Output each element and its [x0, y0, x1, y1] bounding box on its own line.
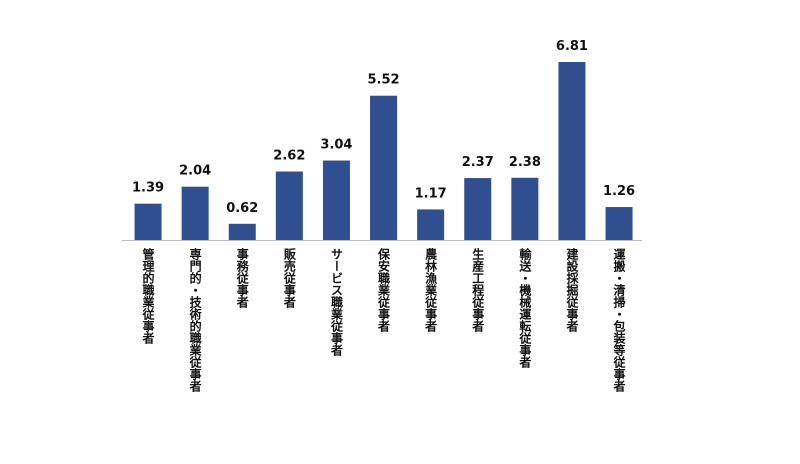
bar: [228, 223, 256, 240]
bar: [464, 178, 492, 240]
x-tick-label: 輸送・機械運転従事者: [518, 247, 532, 369]
x-tick-label: 管理的職業従事者: [141, 247, 155, 345]
value-label: 6.81: [556, 39, 588, 54]
bar: [134, 203, 162, 240]
x-tick-label: 建設採掘従事者: [565, 247, 579, 333]
x-tick-label: 専門的・技術的職業従事者: [188, 247, 202, 393]
bar: [370, 95, 398, 240]
bar: [605, 207, 633, 240]
x-tick-label: 農林漁業従事者: [424, 247, 438, 333]
x-tick-label: 運搬・清掃・包装等従事者: [612, 248, 626, 393]
bar: [181, 186, 209, 240]
bar: [511, 177, 539, 240]
value-label: 5.52: [368, 73, 400, 88]
x-tick-label: 生産工程従事者: [471, 247, 485, 333]
value-label: 2.62: [273, 149, 305, 164]
bar: [275, 171, 303, 240]
x-tick-label: サービス職業従事者: [329, 248, 343, 357]
value-label: 0.62: [226, 201, 258, 216]
value-label: 2.37: [462, 155, 494, 170]
value-label: 1.26: [603, 184, 635, 199]
value-label: 1.17: [415, 186, 447, 201]
value-label: 3.04: [320, 138, 352, 153]
x-tick-label: 販売従事者: [282, 247, 296, 309]
x-tick-label: 事務従事者: [235, 247, 249, 309]
value-label: 2.04: [179, 164, 211, 179]
value-label: 1.39: [132, 181, 164, 196]
bar: [417, 209, 445, 240]
bar: [558, 62, 586, 240]
value-label: 2.38: [509, 155, 541, 170]
bar: [322, 160, 350, 240]
x-tick-label: 保安職業従事者: [377, 247, 391, 333]
